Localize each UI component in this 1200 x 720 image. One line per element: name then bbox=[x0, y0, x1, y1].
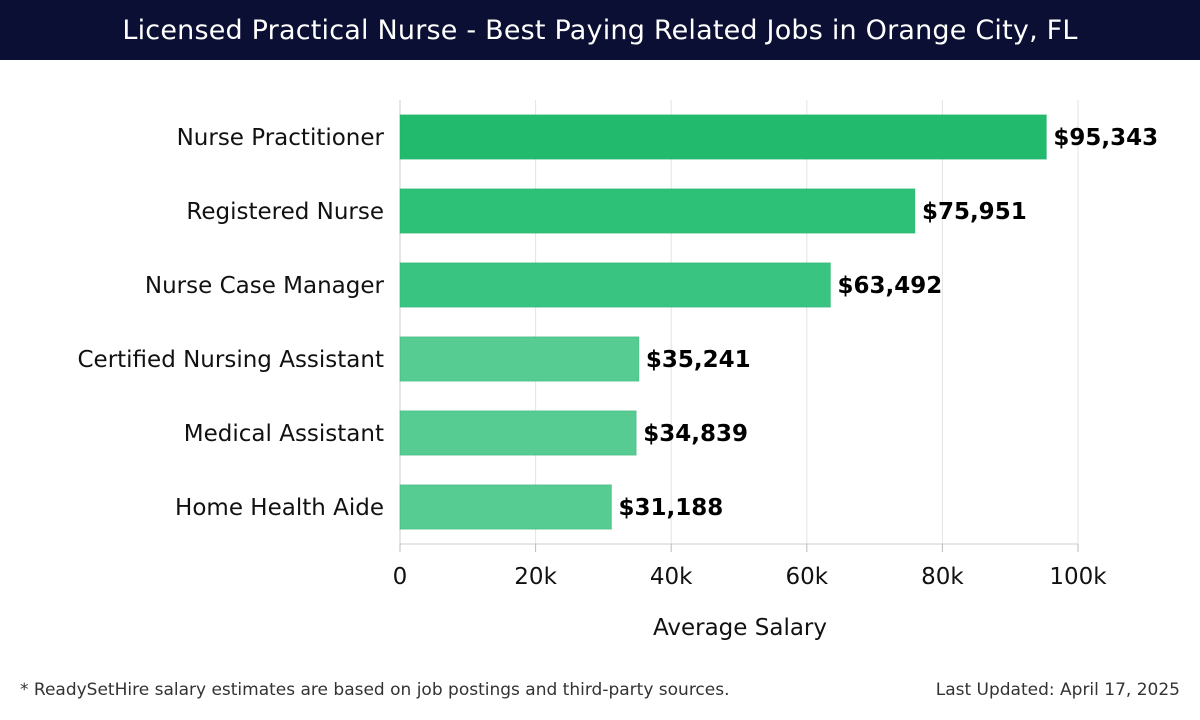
bar bbox=[399, 114, 1047, 160]
x-axis-ticks: 0 20k 40k 60k 80k 100k bbox=[393, 544, 1107, 590]
data-label: $35,241 bbox=[646, 347, 751, 373]
category-label: Nurse Practitioner bbox=[177, 125, 385, 151]
category-label: Nurse Case Manager bbox=[145, 273, 385, 299]
x-tick-label: 60k bbox=[786, 564, 829, 590]
last-updated: Last Updated: April 17, 2025 bbox=[935, 680, 1180, 700]
chart-title-bar: Licensed Practical Nurse - Best Paying R… bbox=[0, 0, 1200, 60]
footnote: * ReadySetHire salary estimates are base… bbox=[20, 680, 730, 700]
grid-lines bbox=[399, 100, 1079, 545]
category-labels: Nurse Practitioner Registered Nurse Nurse … bbox=[77, 125, 384, 521]
x-tick-label: 20k bbox=[514, 564, 557, 590]
bar bbox=[399, 262, 831, 308]
data-label: $63,492 bbox=[837, 273, 942, 299]
bar-chart: Nurse Practitioner Registered Nurse Nurse … bbox=[77, 100, 1158, 641]
data-label: $34,839 bbox=[643, 421, 748, 447]
x-tick-label: 0 bbox=[393, 564, 408, 590]
bar bbox=[399, 188, 916, 234]
bar bbox=[399, 410, 637, 456]
data-label: $75,951 bbox=[922, 199, 1027, 225]
x-tick-label: 80k bbox=[921, 564, 964, 590]
data-label: $95,343 bbox=[1053, 125, 1158, 151]
chart-title: Licensed Practical Nurse - Best Paying R… bbox=[122, 14, 1078, 46]
category-label: Certified Nursing Assistant bbox=[77, 347, 384, 373]
data-label: $31,188 bbox=[618, 495, 723, 521]
x-tick-label: 40k bbox=[650, 564, 693, 590]
x-axis-label: Average Salary bbox=[653, 615, 827, 641]
x-tick-label: 100k bbox=[1049, 564, 1107, 590]
category-label: Home Health Aide bbox=[175, 495, 384, 521]
bars bbox=[399, 114, 1047, 530]
bar bbox=[399, 484, 612, 530]
value-labels: $95,343 $75,951 $63,492 $35,241 $34,839 $31,1… bbox=[618, 125, 1158, 521]
category-label: Medical Assistant bbox=[184, 421, 384, 447]
category-label: Registered Nurse bbox=[186, 199, 384, 225]
bar bbox=[399, 336, 640, 382]
